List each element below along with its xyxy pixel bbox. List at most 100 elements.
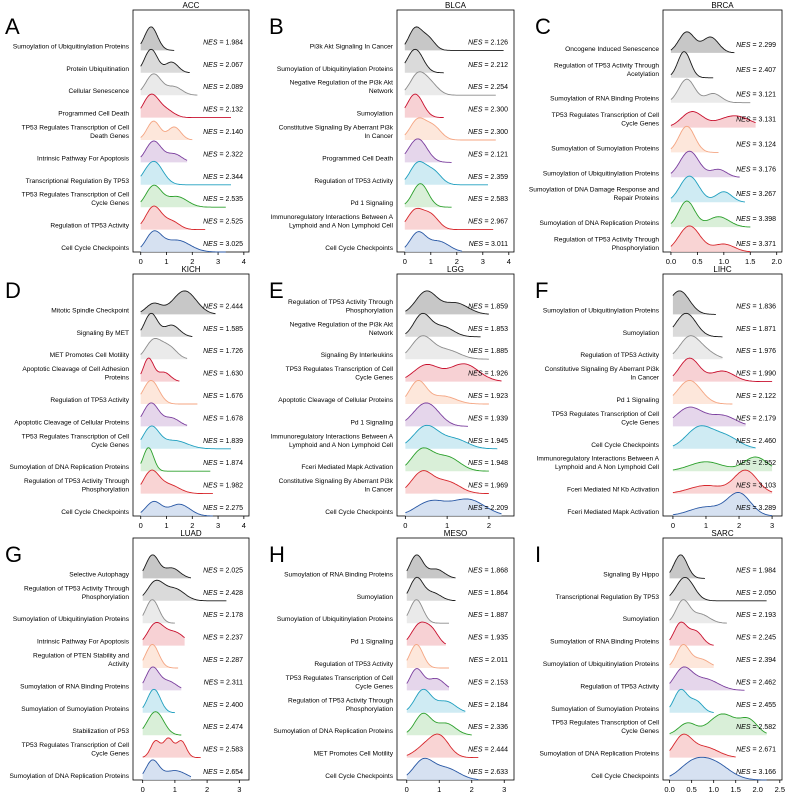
pathway-label: In Cancer xyxy=(364,487,393,494)
ridge-fill xyxy=(140,26,175,51)
pathway-label: Selective Autophagy xyxy=(69,571,129,578)
panel-title: KICH xyxy=(181,265,200,274)
ridge-fill xyxy=(669,689,714,713)
panel-letter: I xyxy=(535,542,541,567)
nes-value: NES = 2.394 xyxy=(736,657,776,664)
pathway-label: Regulation of TP53 Activity Through xyxy=(288,697,393,704)
x-tick-label: 2.0 xyxy=(753,785,763,794)
x-tick-label: 1.0 xyxy=(719,257,729,266)
pathway-label: TP53 Regulates Transcription of Cell xyxy=(552,720,660,727)
pathway-label: Cell Cycle Checkpoints xyxy=(591,773,659,780)
ridge-fill xyxy=(406,599,449,624)
ridge-line xyxy=(140,500,213,517)
pathway-label: Apoptotic Cleavage of Cellular Proteins xyxy=(14,419,129,426)
panel-brca: C BRCA 0.0 0.5 1.0 1.5 2.0 Oncogene Induced Sen… xyxy=(529,1,783,266)
nes-value: NES = 1.923 xyxy=(468,393,508,400)
ridge-line xyxy=(406,733,479,759)
ridge-fill xyxy=(670,201,751,228)
ridge-line xyxy=(140,447,211,472)
nes-value: NES = 2.359 xyxy=(468,174,508,181)
nes-value: NES = 2.245 xyxy=(736,635,776,642)
nes-value: NES = 2.344 xyxy=(203,174,243,181)
pathway-label: Sumoylation of Sumoylation Proteins xyxy=(551,145,659,152)
nes-value: NES = 2.067 xyxy=(203,62,243,69)
ridge-line xyxy=(672,290,716,315)
ridge-line xyxy=(672,335,723,358)
ridge-line xyxy=(140,380,198,405)
x-tick-label: 3 xyxy=(502,785,506,794)
pathway-label: Protein Ubiquitination xyxy=(66,66,129,73)
nes-value: NES = 2.967 xyxy=(468,219,508,226)
pathway-label: TP53 Regulates Transcription of Cell xyxy=(22,742,130,749)
pathway-label: Sumoylation xyxy=(357,111,394,118)
ridge-line xyxy=(406,688,466,712)
ridge-fill xyxy=(405,363,502,382)
pathway-label: Regulation of TP53 Activity Through xyxy=(554,237,659,244)
ridge-fill xyxy=(670,31,735,53)
nes-value: NES = 3.025 xyxy=(203,241,243,248)
pathway-label: Pd 1 Signaling xyxy=(616,397,659,404)
nes-value: NES = 2.336 xyxy=(468,724,508,731)
nes-value: NES = 2.407 xyxy=(736,67,776,74)
x-tick-label: 2 xyxy=(470,785,474,794)
pathway-label: Sumoylation of Ubiquitinylation Proteins xyxy=(543,170,660,177)
nes-value: NES = 2.025 xyxy=(203,567,243,574)
nes-value: NES = 2.050 xyxy=(736,590,776,597)
panel-letter: G xyxy=(5,542,22,567)
pathway-label: Sumoylation of Sumoylation Proteins xyxy=(551,706,659,713)
ridge-line xyxy=(142,644,179,669)
pathway-label: Signaling By Interleukins xyxy=(321,352,394,359)
pathway-label: Apoptotic Cleavage of Cellular Proteins xyxy=(278,397,393,404)
ridge-fill xyxy=(140,313,193,337)
nes-value: NES = 3.011 xyxy=(469,241,508,248)
nes-value: NES = 2.428 xyxy=(203,590,243,597)
ridge-line xyxy=(669,733,736,758)
ridge-fill xyxy=(140,402,188,427)
ridge-line xyxy=(672,469,773,493)
ridge-fill xyxy=(142,737,201,758)
ridge-fill xyxy=(405,470,489,494)
ridge-line xyxy=(406,554,456,579)
ridge-fill xyxy=(406,713,472,736)
nes-value: NES = 2.460 xyxy=(736,438,776,445)
ridge-fill xyxy=(142,666,182,691)
ridge-line xyxy=(670,78,751,104)
pathway-label: Sumoylation of DNA Replication Proteins xyxy=(274,728,394,735)
nes-value: NES = 2.209 xyxy=(468,505,508,512)
ridge-line xyxy=(670,125,719,153)
ridge-fill xyxy=(669,666,745,691)
ridge-line xyxy=(140,357,180,382)
x-tick-label: 1 xyxy=(704,521,708,530)
pathway-label: MET Promotes Cell Motility xyxy=(50,352,130,359)
x-tick-label: 1 xyxy=(173,785,177,794)
ridge-line xyxy=(142,621,185,640)
ridge-line xyxy=(142,599,175,624)
ridge-line xyxy=(140,26,175,51)
ridge-line xyxy=(672,425,756,449)
pathway-label: Regulation of TP53 Activity Through xyxy=(288,299,393,306)
nes-value: NES = 2.525 xyxy=(203,219,243,226)
x-tick-label: 4 xyxy=(242,257,246,266)
panel-letter: C xyxy=(535,14,551,39)
pathway-label: Regulation of TP53 Activity xyxy=(50,397,129,404)
nes-value: NES = 1.990 xyxy=(736,371,776,378)
ridge-line xyxy=(669,666,745,691)
ridge-line xyxy=(670,31,735,54)
pathway-label: Regulation of TP53 Activity Through xyxy=(24,478,129,485)
ridge-line xyxy=(406,757,479,780)
ridge-line xyxy=(669,554,705,579)
ridge-fill xyxy=(142,622,185,646)
x-tick-label: 1.5 xyxy=(731,785,741,794)
nes-value: NES = 1.874 xyxy=(203,460,243,467)
pathway-label: Signaling By Hippo xyxy=(603,571,659,578)
x-tick-label: 3 xyxy=(216,257,220,266)
nes-value: NES = 1.982 xyxy=(203,483,243,490)
pathway-label: Regulation of TP53 Activity Through xyxy=(554,62,659,69)
ridge-line xyxy=(140,160,231,186)
ridge-line xyxy=(669,688,714,713)
ridge-fill xyxy=(672,290,716,315)
ridge-line xyxy=(405,498,502,515)
ridge-fill xyxy=(670,151,740,178)
nes-value: NES = 2.474 xyxy=(203,724,243,731)
nes-value: NES = 2.140 xyxy=(203,129,243,136)
